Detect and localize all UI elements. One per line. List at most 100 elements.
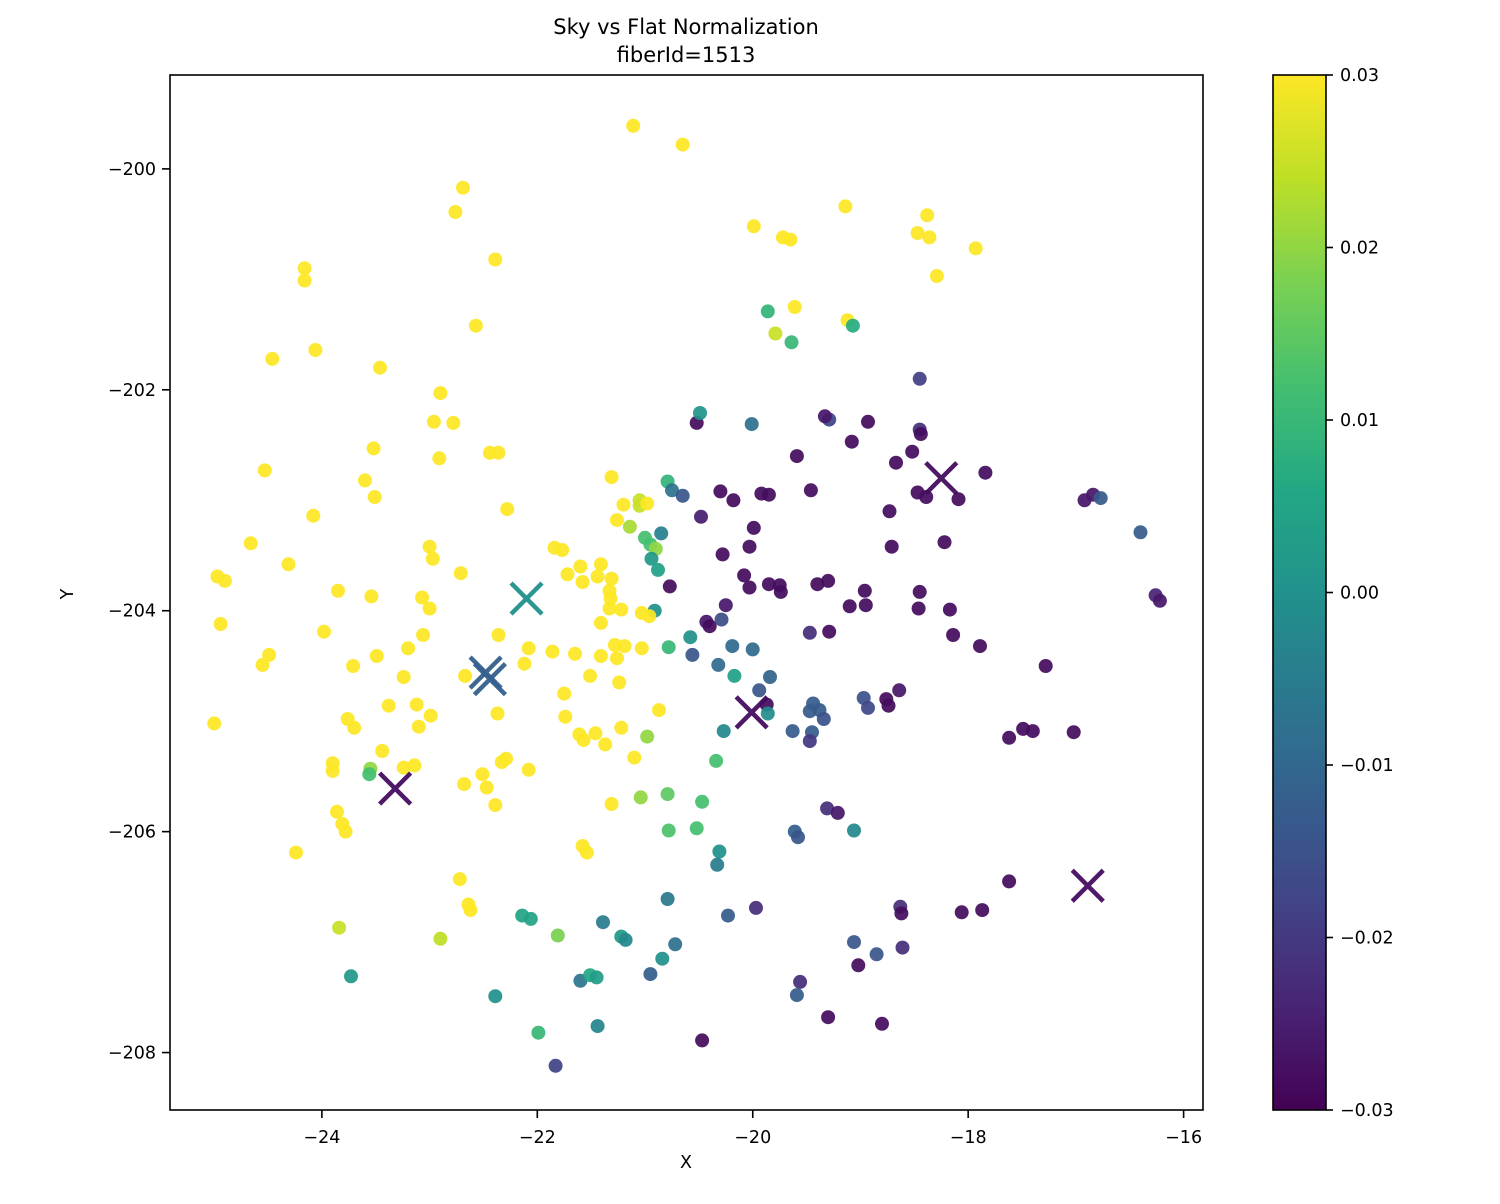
data-point	[884, 539, 899, 554]
data-point	[737, 568, 752, 583]
data-point	[1093, 491, 1108, 506]
data-point	[640, 729, 655, 744]
data-point	[978, 465, 993, 480]
data-point	[685, 647, 700, 662]
x-axis: −24 −22 −20 −18 −16	[303, 1110, 1202, 1148]
data-point	[861, 414, 875, 429]
y-tick-label: −208	[108, 1044, 156, 1064]
data-point	[675, 488, 690, 503]
data-point	[711, 657, 726, 672]
data-point	[396, 760, 411, 775]
data-point	[415, 590, 430, 605]
data-point	[331, 583, 345, 598]
data-point	[610, 513, 624, 528]
data-point	[589, 970, 604, 985]
data-point	[857, 583, 872, 598]
chart-title-line1: Sky vs Flat Normalization	[553, 15, 819, 39]
y-tick-label: −206	[108, 823, 156, 843]
data-point	[373, 360, 387, 375]
data-point	[644, 551, 659, 566]
data-point	[784, 335, 799, 350]
data-point	[479, 780, 494, 795]
data-point	[851, 958, 866, 973]
data-point	[791, 830, 805, 845]
data-point	[894, 906, 909, 921]
data-point	[317, 624, 331, 639]
data-point	[593, 615, 608, 630]
data-point	[1038, 659, 1053, 673]
data-point	[618, 932, 633, 947]
data-point	[752, 683, 767, 698]
data-point	[842, 599, 857, 614]
data-point	[640, 496, 655, 511]
data-point	[604, 571, 619, 586]
data-point	[426, 414, 441, 429]
data-point	[946, 628, 961, 642]
colorbar-tick-label: −0.01	[1340, 756, 1394, 776]
data-point	[951, 492, 966, 507]
data-point	[308, 343, 323, 357]
data-point	[793, 974, 808, 989]
data-point	[612, 675, 627, 690]
data-point	[761, 577, 776, 592]
data-point	[265, 351, 280, 366]
colorbar: 0.03 0.02 0.01 0.00 −0.01 −0.02 −0.03	[1272, 66, 1394, 1121]
data-point	[912, 584, 927, 599]
data-point	[633, 790, 648, 805]
data-point	[433, 386, 448, 401]
data-point	[802, 625, 817, 640]
data-point	[330, 804, 344, 819]
data-point	[521, 641, 536, 656]
data-point	[785, 724, 800, 739]
data-point	[1133, 525, 1148, 540]
data-point	[695, 794, 710, 809]
data-point	[557, 686, 572, 701]
data-point	[712, 844, 727, 859]
data-point	[675, 137, 690, 152]
data-point	[746, 520, 761, 535]
data-point	[596, 915, 610, 930]
data-point	[262, 647, 277, 662]
colorbar-tick-label: 0.00	[1340, 584, 1379, 604]
plot-border	[169, 74, 1204, 1111]
data-point	[655, 951, 670, 966]
data-point	[614, 720, 629, 735]
data-point	[954, 905, 969, 920]
data-point	[847, 935, 861, 950]
data-point	[726, 493, 741, 508]
data-point	[257, 463, 272, 478]
data-point	[548, 1058, 563, 1073]
data-point	[381, 698, 396, 713]
data-point	[821, 573, 836, 588]
data-point	[207, 716, 222, 731]
data-point	[803, 483, 818, 498]
data-point	[922, 230, 937, 245]
data-point	[500, 502, 515, 517]
data-point	[643, 967, 658, 982]
data-point	[432, 451, 447, 466]
data-point	[662, 579, 677, 594]
x-marker	[509, 581, 544, 616]
data-point	[325, 763, 340, 778]
data-point	[668, 937, 683, 952]
data-point	[820, 801, 835, 816]
data-point	[634, 641, 649, 656]
data-point	[847, 823, 861, 838]
data-point	[545, 644, 560, 659]
data-point	[446, 415, 461, 430]
data-point	[661, 823, 676, 838]
data-point	[425, 551, 440, 566]
data-point	[622, 519, 637, 534]
data-point	[521, 762, 536, 777]
data-point	[665, 483, 679, 498]
data-point	[499, 751, 514, 766]
data-point	[919, 490, 934, 504]
data-point	[297, 273, 312, 288]
data-point	[913, 427, 928, 441]
data-point	[364, 589, 379, 604]
x-marker	[378, 771, 413, 806]
colorbar-tick-label: −0.02	[1340, 929, 1394, 949]
data-point	[531, 1025, 546, 1040]
data-point	[457, 777, 472, 792]
data-point	[1002, 730, 1017, 745]
